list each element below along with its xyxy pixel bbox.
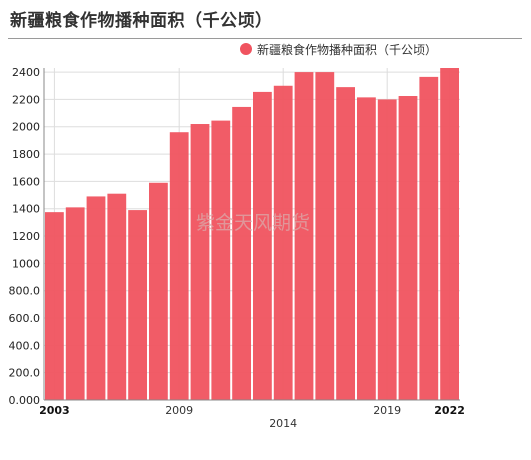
legend[interactable]: 新疆粮食作物播种面积（千公顷） xyxy=(240,41,437,57)
x-tick-label: 2014 xyxy=(269,417,297,430)
bar[interactable] xyxy=(294,72,314,401)
x-tick-label: 2019 xyxy=(373,404,401,417)
bar[interactable] xyxy=(232,106,251,401)
bar[interactable] xyxy=(107,193,127,400)
y-tick-label: 0.000 xyxy=(9,394,41,407)
bar[interactable] xyxy=(440,68,459,400)
bar[interactable] xyxy=(86,196,106,400)
y-tick-label: 1800 xyxy=(12,148,40,161)
y-tick-label: 2400 xyxy=(12,66,40,79)
bar[interactable] xyxy=(211,120,231,400)
bar[interactable] xyxy=(419,76,439,400)
bar[interactable] xyxy=(253,91,272,401)
y-tick-label: 600.0 xyxy=(9,312,41,325)
y-tick-label: 1600 xyxy=(12,175,40,188)
bar[interactable] xyxy=(169,132,189,400)
bar[interactable] xyxy=(273,85,293,400)
bar[interactable] xyxy=(149,182,168,400)
x-tick-label: 2022 xyxy=(434,404,465,417)
y-tick-label: 2000 xyxy=(12,121,40,134)
y-tick-label: 800.0 xyxy=(9,285,41,298)
legend-label: 新疆粮食作物播种面积（千公顷） xyxy=(257,42,438,57)
bar[interactable] xyxy=(336,87,355,401)
watermark: 紫金天风期货 xyxy=(196,212,310,234)
bar[interactable] xyxy=(190,124,210,400)
bar[interactable] xyxy=(65,207,85,400)
bar[interactable] xyxy=(128,210,147,400)
y-tick-label: 1200 xyxy=(12,230,40,243)
axes xyxy=(43,68,460,401)
grid-lines xyxy=(44,68,460,401)
legend-marker-icon xyxy=(240,43,252,55)
bar[interactable] xyxy=(377,99,397,401)
bar[interactable] xyxy=(357,97,376,401)
y-tick-label: 200.0 xyxy=(9,367,41,380)
bar[interactable] xyxy=(315,72,335,401)
bar[interactable] xyxy=(45,212,64,400)
y-tick-label: 1400 xyxy=(12,203,40,216)
x-tick-label: 2009 xyxy=(165,404,193,417)
y-tick-label: 2200 xyxy=(12,93,40,106)
y-tick-label: 400.0 xyxy=(9,339,41,352)
bars xyxy=(45,68,459,401)
y-tick-label: 1000 xyxy=(12,257,40,270)
title-divider xyxy=(8,38,522,39)
bar[interactable] xyxy=(398,96,418,400)
x-tick-label: 2003 xyxy=(39,404,70,417)
chart-title: 新疆粮食作物播种面积（千公顷） xyxy=(10,11,273,31)
tick-labels: 0.000 200.0 400.0 600.0 800.0 1000 1200 1400 160… xyxy=(9,66,465,430)
